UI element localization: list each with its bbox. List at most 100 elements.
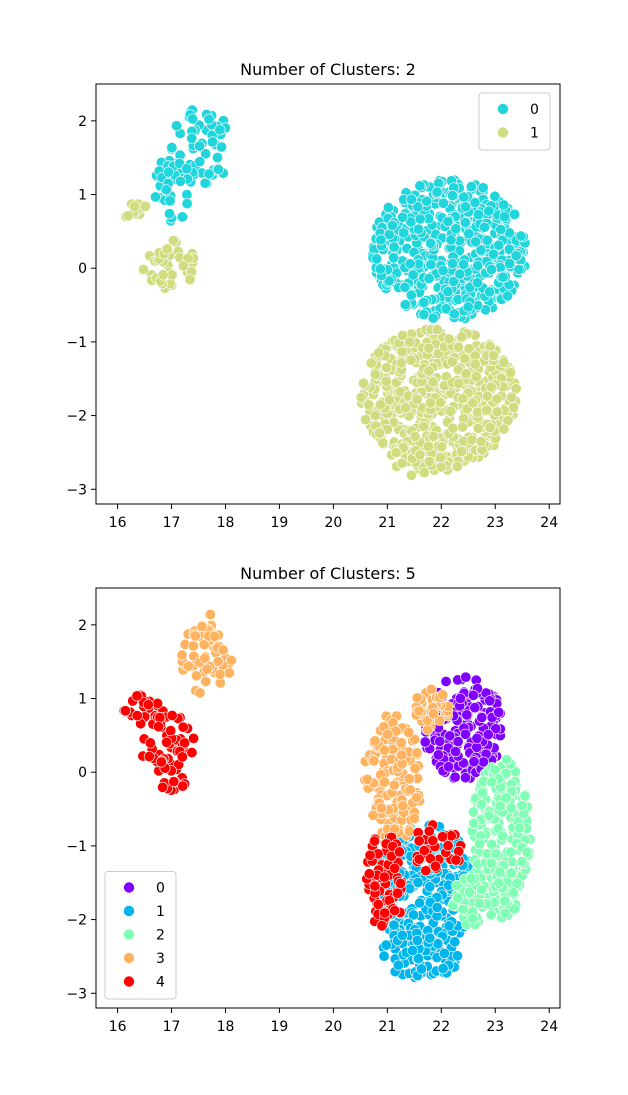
point-series-4	[427, 835, 439, 847]
point-series-3	[378, 776, 390, 788]
point-series-1	[446, 356, 458, 368]
point-series-0	[421, 195, 433, 207]
point-series-1	[467, 397, 479, 409]
y-tick-label: 1	[78, 692, 87, 708]
point-series-4	[131, 690, 143, 702]
point-series-4	[430, 860, 442, 872]
axes-frame	[95, 587, 561, 1009]
point-series-1	[388, 919, 400, 931]
point-series-0	[472, 209, 484, 221]
point-series-1	[471, 406, 483, 418]
point-series-0	[498, 199, 510, 211]
point-series-0	[462, 301, 474, 313]
point-series-1	[161, 243, 173, 255]
point-series-0	[431, 186, 443, 198]
point-series-4	[165, 725, 177, 737]
point-series-2	[499, 895, 511, 907]
point-series-0	[412, 201, 424, 213]
point-series-1	[436, 441, 448, 453]
x-tick-label: 18	[217, 515, 235, 531]
point-series-1	[424, 932, 436, 944]
point-series-4	[154, 712, 166, 724]
point-series-0	[214, 124, 226, 136]
point-series-4	[166, 710, 178, 722]
point-series-1	[407, 945, 419, 957]
point-series-0	[504, 257, 516, 269]
point-series-0	[498, 211, 510, 223]
point-series-0	[397, 211, 409, 223]
point-series-0	[160, 184, 172, 196]
point-series-0	[181, 163, 193, 175]
point-series-3	[413, 705, 425, 717]
point-series-0	[484, 286, 496, 298]
point-series-2	[476, 787, 488, 799]
point-series-1	[423, 365, 435, 377]
point-series-0	[399, 281, 411, 293]
point-series-1	[481, 404, 493, 416]
point-series-0	[412, 223, 424, 235]
point-series-3	[382, 728, 394, 740]
legend-label-4: 4	[156, 975, 165, 991]
point-series-1	[374, 399, 386, 411]
point-series-0	[461, 709, 473, 721]
point-series-1	[377, 437, 389, 449]
point-series-2	[452, 892, 464, 904]
point-series-0	[465, 181, 477, 193]
point-series-1	[437, 963, 449, 975]
point-series-0	[176, 211, 188, 223]
point-series-3	[187, 640, 199, 652]
point-series-2	[499, 907, 511, 919]
point-series-3	[189, 630, 201, 642]
point-series-1	[484, 422, 496, 434]
point-series-2	[485, 909, 497, 921]
point-series-1	[397, 329, 409, 341]
point-series-1	[167, 234, 179, 246]
point-series-0	[149, 191, 161, 203]
point-series-4	[420, 865, 432, 877]
point-series-3	[403, 773, 415, 785]
point-series-1	[414, 449, 426, 461]
point-series-1	[365, 357, 377, 369]
point-series-1	[422, 440, 434, 452]
point-series-1	[137, 264, 149, 276]
point-series-3	[379, 744, 391, 756]
point-series-0	[194, 140, 206, 152]
point-series-3	[409, 733, 421, 745]
point-series-0	[418, 309, 430, 321]
data-points	[120, 104, 531, 481]
point-series-0	[458, 258, 470, 270]
point-series-3	[425, 683, 437, 695]
point-series-3	[422, 724, 434, 736]
point-series-0	[382, 202, 394, 214]
point-series-3	[201, 663, 213, 675]
legend-marker-4	[123, 975, 135, 988]
point-series-1	[396, 357, 408, 369]
point-series-4	[372, 899, 384, 911]
point-series-0	[454, 692, 466, 704]
point-series-2	[476, 798, 488, 810]
point-series-1	[423, 455, 435, 467]
point-series-1	[427, 376, 439, 388]
point-series-0	[171, 120, 183, 132]
point-series-1	[470, 371, 482, 383]
point-series-1	[451, 461, 463, 473]
point-series-2	[457, 903, 469, 915]
x-tick-label: 23	[486, 1019, 504, 1035]
point-series-1	[443, 333, 455, 345]
point-series-1	[459, 353, 471, 365]
point-series-2	[464, 886, 476, 898]
point-series-2	[451, 879, 463, 891]
point-series-0	[448, 275, 460, 287]
point-series-1	[404, 336, 416, 348]
point-series-1	[445, 405, 457, 417]
point-series-0	[502, 290, 514, 302]
point-series-0	[472, 260, 484, 272]
point-series-4	[152, 697, 164, 709]
point-series-2	[509, 903, 521, 915]
point-series-4	[418, 845, 430, 857]
point-series-1	[409, 430, 421, 442]
point-series-1	[456, 421, 468, 433]
point-series-1	[369, 410, 381, 422]
x-tick-label: 19	[271, 1019, 289, 1035]
